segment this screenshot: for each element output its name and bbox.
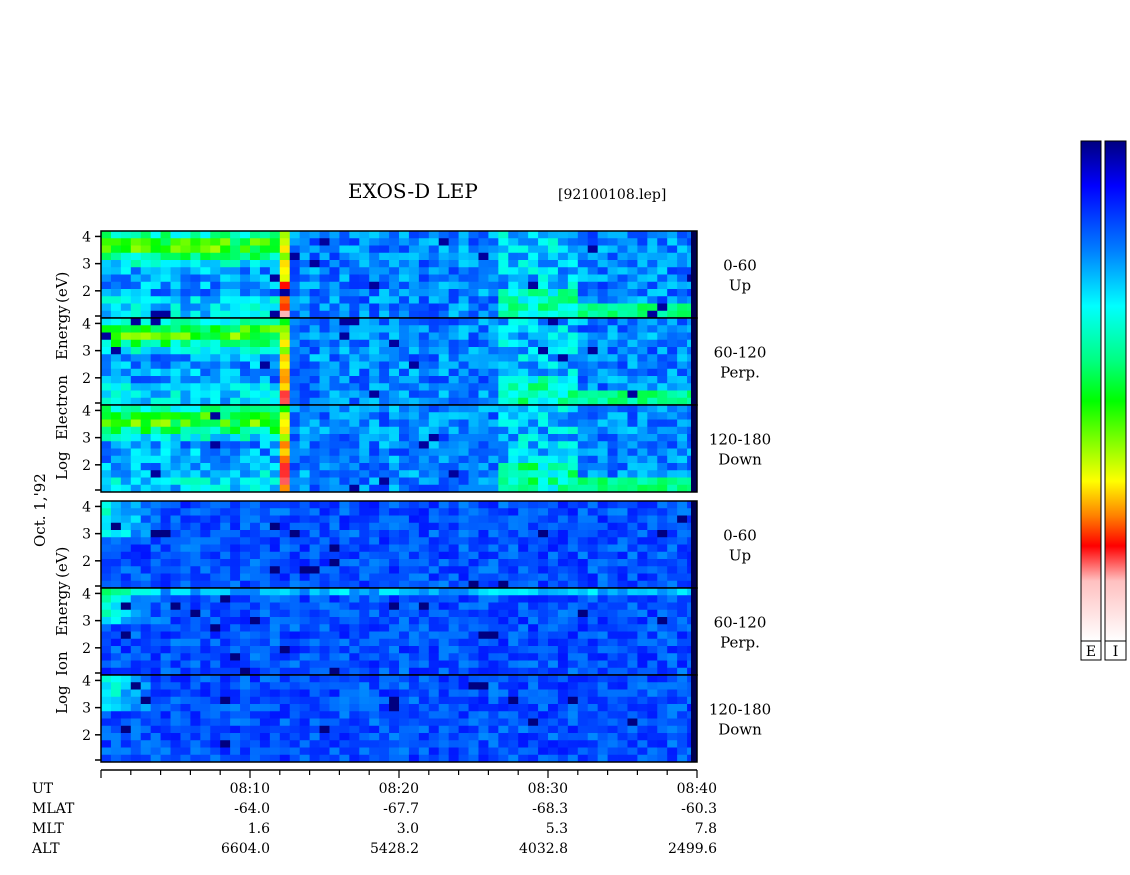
y-tick-label: 2: [82, 284, 91, 300]
panel-direction-label: Perp.: [720, 364, 760, 382]
y-tick-label: 3: [82, 701, 91, 717]
colorbar-ion-label: I: [1113, 644, 1119, 660]
row-value: 5428.2: [370, 841, 419, 857]
y-tick-label: 4: [82, 673, 91, 689]
row-value: 6604.0: [221, 841, 270, 857]
panel-direction-label: Up: [729, 547, 751, 565]
file-tag: [92100108.lep]: [558, 187, 666, 203]
chart-title: EXOS-D LEP: [348, 179, 478, 203]
electron-ylabel-electron: Electron: [53, 375, 71, 440]
y-tick-label: 3: [82, 614, 91, 630]
y-tick-label: 4: [82, 316, 91, 332]
row-value: -67.7: [383, 801, 419, 817]
row-value: 7.8: [695, 821, 717, 837]
electron-ylabel-log: Log: [53, 451, 71, 480]
panel-direction-label: Perp.: [720, 634, 760, 652]
panel-range-label: 120-180: [709, 431, 771, 449]
ion-ylabel-unit: (eV): [53, 547, 71, 578]
row-value: -60.3: [681, 801, 717, 817]
panel-direction-label: Up: [729, 277, 751, 295]
panel-range-label: 0-60: [723, 257, 757, 275]
row-value: 2499.6: [668, 841, 717, 857]
spectrogram-panel-3: [100, 404, 698, 493]
panel-labels: 0-60 Up 60-120 Perp. 120-180 Down 0-60 Up 60-120…: [709, 257, 771, 739]
y-tick-label: 3: [82, 344, 91, 360]
row-label-mlt: MLT: [32, 821, 64, 837]
panel-range-label: 60-120: [714, 614, 767, 632]
electron-ylabel-energy: Energy: [53, 305, 71, 360]
row-value: 5.3: [546, 821, 568, 837]
spectrogram-panel-5: [100, 587, 698, 676]
electron-ylabel-unit: (eV): [53, 272, 71, 303]
y-tick-label: 4: [82, 499, 91, 515]
colorbar-electron-label-box: [1080, 640, 1102, 661]
electron-ylabel: Log Electron Energy (eV): [53, 272, 71, 480]
spectrogram-panels: [100, 230, 698, 763]
row-label-alt: ALT: [31, 841, 60, 857]
spectrogram-panel-4: [100, 500, 698, 589]
panel-axes: 4 3 2 4 3 2 4 3 2 4 3 2 4 3 2 4 3 2: [82, 229, 101, 761]
y-tick-label: 4: [82, 403, 91, 419]
y-tick-label: 2: [82, 641, 91, 657]
panel-range-label: 0-60: [723, 527, 757, 545]
ion-ylabel-log: Log: [53, 685, 71, 714]
row-value: -64.0: [234, 801, 270, 817]
panel-range-label: 60-120: [714, 344, 767, 362]
row-label-mlat: MLAT: [32, 801, 75, 817]
panel-frame: [100, 404, 698, 493]
spectrogram-panel-1: [100, 230, 698, 319]
row-value: 08:20: [379, 781, 419, 797]
colorbar-ion-label-box: [1104, 640, 1127, 661]
row-value: 3.0: [397, 821, 419, 837]
colorbar-ion: [1104, 140, 1127, 642]
time-axis: UT 08:10 08:20 08:30 08:40 MLAT -64.0 -67.7 -68.…: [31, 769, 717, 857]
row-label-ut: UT: [32, 781, 54, 797]
ion-ylabel: Log Ion Energy (eV): [53, 547, 71, 714]
y-tick-label: 2: [82, 371, 91, 387]
colorbar-electron: [1080, 140, 1102, 642]
panel-direction-label: Down: [718, 721, 762, 739]
row-value: 08:40: [677, 781, 717, 797]
colorbar-electron-label: E: [1086, 644, 1096, 660]
panel-direction-label: Down: [718, 451, 762, 469]
ion-ylabel-ion: Ion: [53, 651, 71, 676]
panel-frame: [100, 674, 698, 763]
spectrogram-panel-6: [100, 674, 698, 763]
y-tick-label: 4: [82, 229, 91, 245]
row-value: 1.6: [248, 821, 270, 837]
y-tick-label: 2: [82, 554, 91, 570]
y-tick-label: 3: [82, 431, 91, 447]
panel-range-label: 120-180: [709, 701, 771, 719]
row-value: 08:30: [528, 781, 568, 797]
row-value: 4032.8: [519, 841, 568, 857]
y-tick-label: 2: [82, 458, 91, 474]
y-tick-label: 2: [82, 728, 91, 744]
date-label: Oct. 1,'92: [31, 473, 49, 547]
colorbars: E I: [1080, 140, 1127, 661]
y-tick-label: 3: [82, 527, 91, 543]
row-value: -68.3: [532, 801, 568, 817]
ion-ylabel-energy: Energy: [53, 581, 71, 636]
row-value: 08:10: [230, 781, 270, 797]
spectrogram-panel-2: [100, 317, 698, 406]
y-tick-label: 4: [82, 586, 91, 602]
y-tick-label: 3: [82, 257, 91, 273]
